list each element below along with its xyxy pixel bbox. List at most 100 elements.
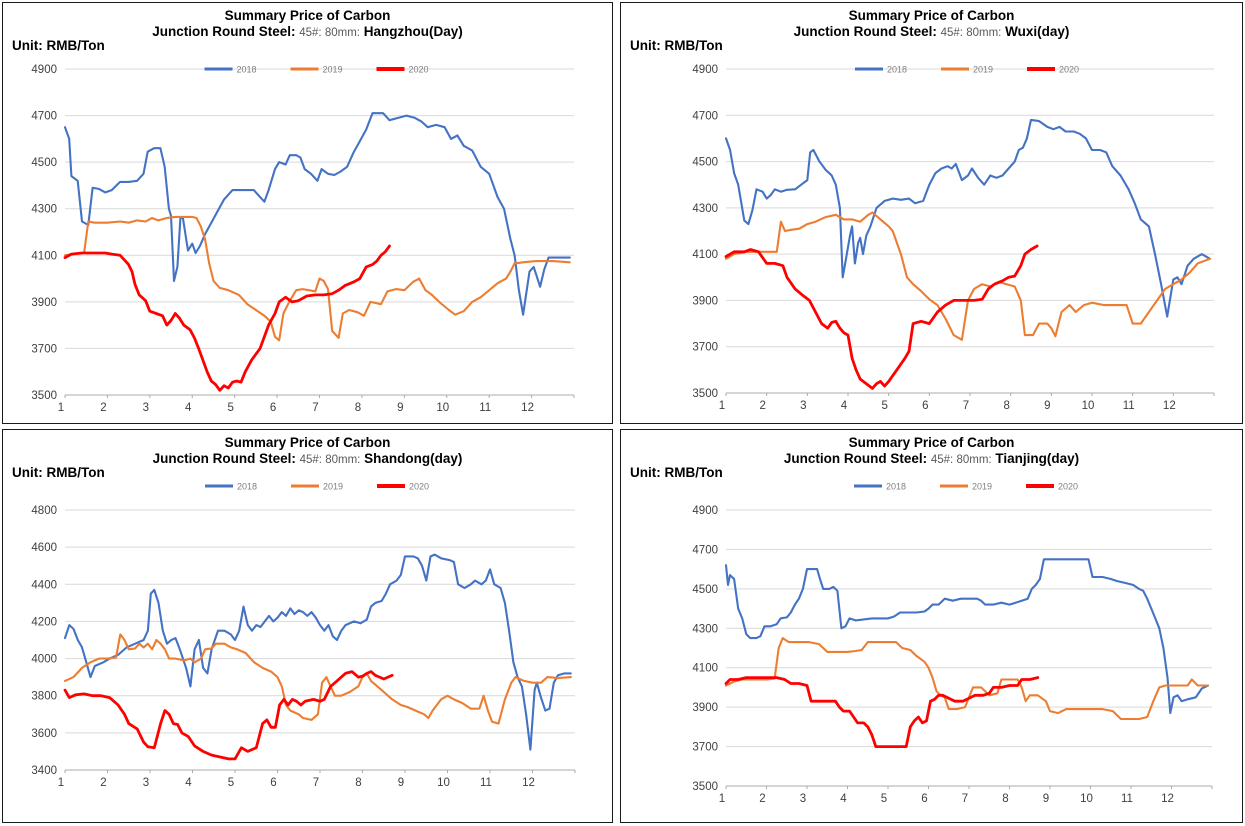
x-tick-label: 8 <box>1002 793 1008 805</box>
x-tick-label: 7 <box>313 777 319 789</box>
series-line-2019 <box>724 637 1210 721</box>
x-tick-label: 5 <box>228 777 234 789</box>
chart-title-spec: 45#: 80mm: <box>299 453 361 466</box>
chart-title-line1: Summary Price of Carbon <box>848 8 1015 23</box>
y-tick-label: 4100 <box>692 663 718 675</box>
x-tick-label: 11 <box>480 777 492 789</box>
legend-label-2018: 2018 <box>886 482 906 492</box>
chart-title-spec: 45#: 80mm: <box>930 453 992 466</box>
y-tick-label: 4900 <box>692 505 718 517</box>
x-tick-label: 7 <box>963 400 969 412</box>
y-tick-label: 4700 <box>692 544 718 556</box>
chart-title: Summary Price of Carbon Junction Round S… <box>3 3 612 40</box>
x-tick-label: 12 <box>1163 400 1176 412</box>
legend-label-2019: 2019 <box>323 65 343 75</box>
series-line-2018 <box>63 112 571 316</box>
x-tick-label: 10 <box>1080 793 1093 805</box>
y-tick-label: 3900 <box>692 295 718 307</box>
x-tick-label: 1 <box>719 793 725 805</box>
y-tick-label: 4500 <box>692 584 718 596</box>
y-tick-label: 4400 <box>31 579 57 591</box>
legend-label-2020: 2020 <box>1058 482 1078 492</box>
unit-label: Unit: RMB/Ton <box>630 38 723 53</box>
unit-label: Unit: RMB/Ton <box>630 465 723 480</box>
x-tick-label: 10 <box>1082 400 1095 412</box>
x-tick-label: 6 <box>270 402 276 414</box>
x-tick-label: 1 <box>58 777 64 789</box>
series-line-2018 <box>724 118 1211 318</box>
legend-label-2018: 2018 <box>237 482 257 492</box>
y-tick-label: 3500 <box>692 388 718 400</box>
chart-panel-tianjing: Summary Price of Carbon Junction Round S… <box>620 429 1243 823</box>
y-tick-label: 4000 <box>31 654 57 666</box>
y-tick-label: 3900 <box>31 297 57 309</box>
y-tick-label: 3400 <box>31 765 57 777</box>
y-tick-label: 4800 <box>31 505 57 517</box>
x-tick-label: 2 <box>759 400 765 412</box>
chart-title-line2: Junction Round Steel: 45#: 80mm: Tianjin… <box>621 451 1242 468</box>
x-tick-label: 10 <box>436 402 449 414</box>
x-tick-label: 12 <box>521 402 534 414</box>
chart-title-city: Tianjing(day) <box>995 450 1080 466</box>
legend-label-2018: 2018 <box>887 65 907 75</box>
x-tick-label: 4 <box>185 777 192 789</box>
x-tick-label: 9 <box>398 777 404 789</box>
x-tick-label: 11 <box>1123 400 1135 412</box>
x-tick-label: 4 <box>185 402 192 414</box>
x-tick-label: 3 <box>143 402 149 414</box>
x-tick-label: 7 <box>312 402 318 414</box>
y-tick-label: 4200 <box>31 616 57 628</box>
legend-label-2020: 2020 <box>409 482 429 492</box>
y-tick-label: 4700 <box>31 111 57 123</box>
x-tick-label: 1 <box>719 400 725 412</box>
y-tick-label: 4100 <box>692 249 718 261</box>
series-line-2020 <box>63 244 391 392</box>
legend-label-2018: 2018 <box>237 65 257 75</box>
unit-label: Unit: RMB/Ton <box>12 38 105 53</box>
x-tick-label: 11 <box>1121 793 1133 805</box>
chart-title-city: Shandong(day) <box>364 450 463 466</box>
x-tick-label: 10 <box>437 777 450 789</box>
y-tick-label: 3600 <box>31 728 57 740</box>
series-line-2018 <box>63 553 572 751</box>
legend-label-2019: 2019 <box>972 482 992 492</box>
y-tick-label: 4500 <box>31 157 57 169</box>
x-tick-label: 8 <box>355 777 361 789</box>
x-tick-label: 3 <box>800 400 806 412</box>
x-tick-label: 1 <box>58 402 64 414</box>
y-tick-label: 3500 <box>31 390 57 402</box>
chart-panel-hangzhou: Summary Price of Carbon Junction Round S… <box>2 2 613 424</box>
y-tick-label: 4500 <box>692 157 718 169</box>
y-tick-label: 4900 <box>31 64 57 76</box>
series-line-2019 <box>724 211 1211 341</box>
y-tick-label: 4700 <box>692 110 718 122</box>
legend-label-2019: 2019 <box>973 65 993 75</box>
chart-title-line2: Junction Round Steel: 45#: 80mm: Shandon… <box>3 451 612 468</box>
series-line-2018 <box>724 558 1210 715</box>
x-tick-label: 12 <box>1161 793 1174 805</box>
y-tick-label: 4300 <box>692 203 718 215</box>
chart-panel-wuxi: Summary Price of Carbon Junction Round S… <box>620 2 1243 424</box>
chart-title-line2: Junction Round Steel: 45#: 80mm: Wuxi(da… <box>621 24 1242 41</box>
y-tick-label: 3700 <box>692 342 718 354</box>
x-tick-label: 3 <box>143 777 149 789</box>
legend-label-2020: 2020 <box>1059 65 1079 75</box>
y-tick-label: 4600 <box>31 542 57 554</box>
chart-title-steel: Junction Round Steel: <box>793 23 937 39</box>
y-tick-label: 3800 <box>31 691 57 703</box>
y-tick-label: 3700 <box>692 742 718 754</box>
x-tick-label: 6 <box>922 400 928 412</box>
x-tick-label: 5 <box>881 793 887 805</box>
series-line-2020 <box>724 244 1039 390</box>
x-tick-label: 7 <box>962 793 968 805</box>
series-line-2019 <box>63 633 572 725</box>
y-tick-label: 4100 <box>31 250 57 262</box>
x-tick-label: 12 <box>522 777 535 789</box>
x-tick-label: 2 <box>100 777 106 789</box>
chart-title-steel: Junction Round Steel: <box>152 23 296 39</box>
x-tick-label: 5 <box>881 400 887 412</box>
chart-title: Summary Price of Carbon Junction Round S… <box>3 430 612 467</box>
